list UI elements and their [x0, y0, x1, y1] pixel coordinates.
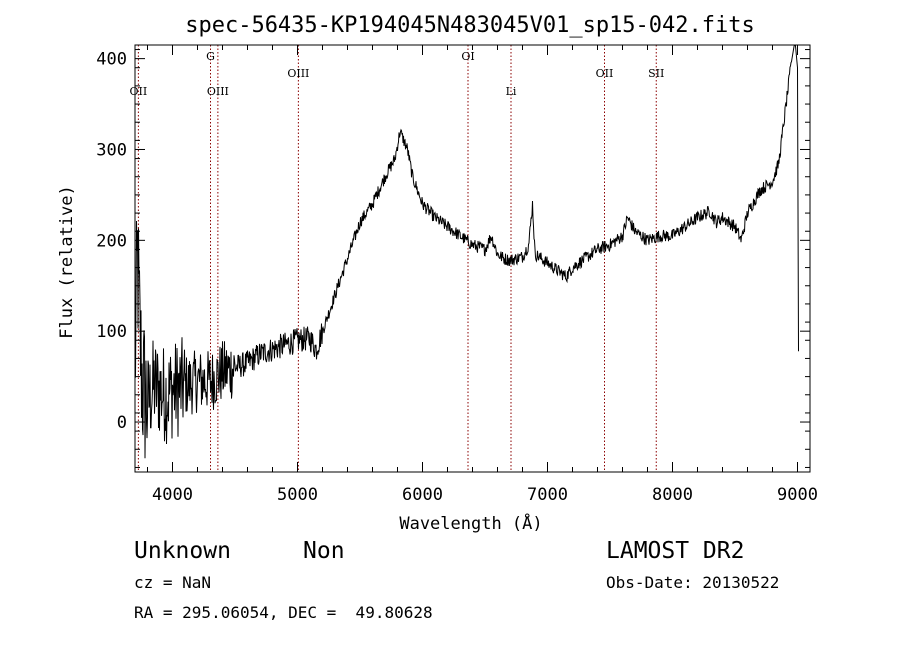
plot-frame	[134, 44, 811, 473]
y-tick-label: 100	[96, 322, 127, 342]
spectral-line-label: OII	[596, 67, 614, 80]
y-axis-label: Flux (relative)	[57, 185, 77, 339]
object-subclass: Non	[303, 538, 345, 564]
x-tick-label: 4000	[152, 485, 193, 505]
y-tick-label: 300	[96, 140, 127, 160]
x-tick-label: 5000	[277, 485, 318, 505]
survey-name: LAMOST DR2	[606, 538, 745, 564]
spectral-line-label: OII	[130, 85, 148, 98]
chart-title: spec-56435-KP194045N483045V01_sp15-042.f…	[185, 13, 755, 38]
axis-ticks: 4000 5000 6000 7000 8000 9000 0 100 200 300 400	[96, 45, 818, 505]
y-tick-label: 400	[96, 50, 127, 70]
x-axis-label: Wavelength (Å)	[399, 512, 542, 534]
coordinates-readout: RA = 295.06054, DEC = 49.80628	[134, 603, 433, 622]
spectral-line-label: OIII	[287, 67, 309, 80]
spectrum-series-line	[134, 44, 799, 459]
x-tick-label: 7000	[527, 485, 568, 505]
spectral-line-label: OIII	[207, 85, 229, 98]
spectral-line-label: SII	[648, 67, 664, 80]
y-tick-label: 0	[117, 413, 127, 433]
object-class: Unknown	[134, 538, 231, 564]
y-tick-label: 200	[96, 231, 127, 251]
spectral-line-label: OI	[461, 50, 474, 63]
spectral-line-label: Li	[506, 85, 517, 98]
x-tick-label: 6000	[402, 485, 443, 505]
spectral-line-label: G	[206, 50, 215, 63]
x-tick-label: 8000	[652, 485, 693, 505]
redshift-readout: cz = NaN	[134, 573, 212, 592]
observation-date: Obs-Date: 20130522	[606, 573, 780, 592]
x-tick-label: 9000	[777, 485, 818, 505]
